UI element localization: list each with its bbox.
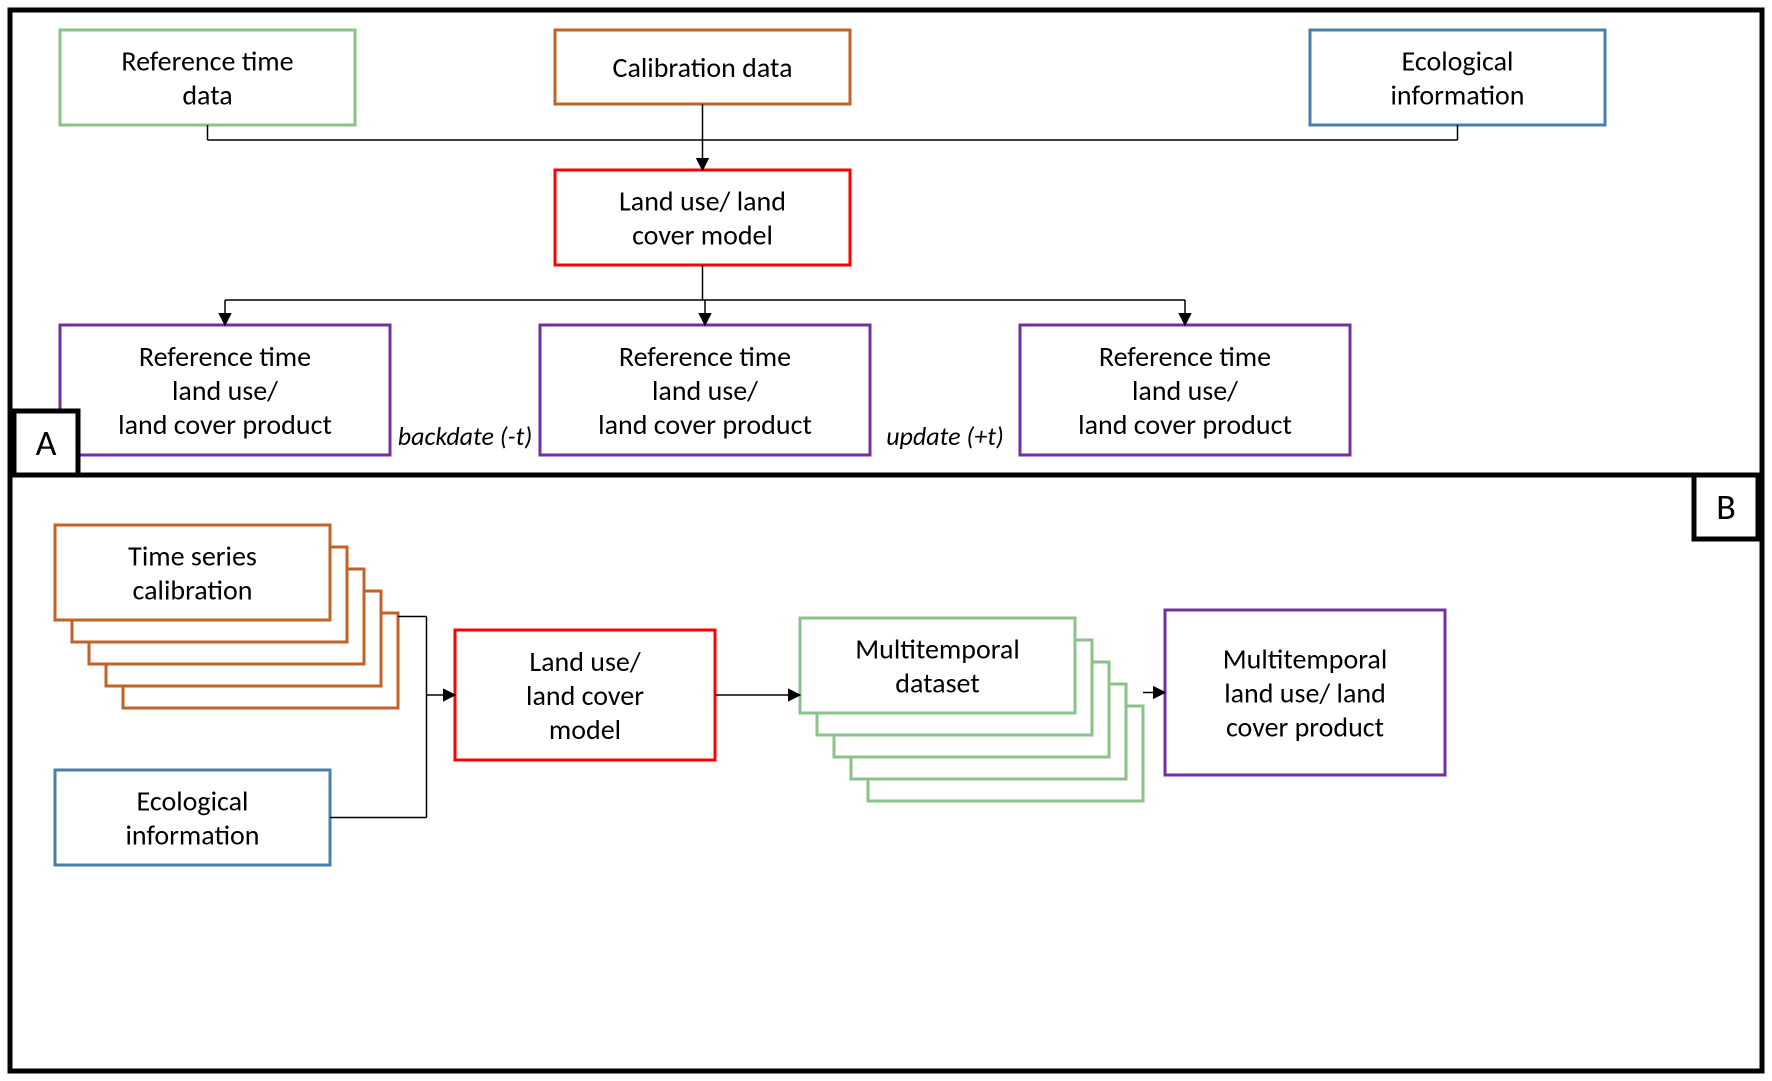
box-multitemporal-product: Multitemporalland use/ landcover product <box>1165 610 1445 775</box>
box-calibration-data: Calibration data <box>555 30 850 104</box>
svg-text:Multitemporal: Multitemporal <box>855 632 1020 667</box>
svg-text:information: information <box>1390 78 1524 113</box>
box-reference-time-data: Reference timedata <box>60 30 355 125</box>
svg-text:Time series: Time series <box>128 539 257 574</box>
svg-text:Calibration data: Calibration data <box>613 50 793 85</box>
svg-text:land cover product: land cover product <box>118 407 332 442</box>
svg-text:model: model <box>549 712 621 747</box>
label-backdate: backdate (-t) <box>398 420 532 452</box>
svg-text:Land use/ land: Land use/ land <box>619 184 786 219</box>
svg-text:Reference time: Reference time <box>139 339 311 374</box>
svg-text:land cover product: land cover product <box>598 407 812 442</box>
svg-text:dataset: dataset <box>895 666 979 701</box>
svg-text:land use/: land use/ <box>172 373 278 408</box>
box-time-series-calibration: Time seriescalibration <box>55 525 398 708</box>
panel-label-b: B <box>1694 475 1758 539</box>
svg-text:B: B <box>1716 485 1736 529</box>
svg-text:land use/: land use/ <box>652 373 758 408</box>
svg-text:information: information <box>125 818 259 853</box>
svg-text:land cover product: land cover product <box>1078 407 1292 442</box>
svg-text:Ecological: Ecological <box>1402 44 1514 79</box>
svg-text:cover product: cover product <box>1226 710 1384 745</box>
svg-text:Multitemporal: Multitemporal <box>1223 642 1388 677</box>
svg-text:Reference time: Reference time <box>1099 339 1271 374</box>
box-product-right: Reference timeland use/land cover produc… <box>1020 325 1350 455</box>
box-model-b: Land use/land covermodel <box>455 630 715 760</box>
box-multitemporal-dataset: Multitemporaldataset <box>800 618 1143 801</box>
box-product-left: Reference timeland use/land cover produc… <box>60 325 390 455</box>
svg-text:A: A <box>36 421 57 465</box>
svg-text:calibration: calibration <box>133 573 253 608</box>
box-ecological-information-a: Ecologicalinformation <box>1310 30 1605 125</box>
svg-text:data: data <box>182 78 232 113</box>
label-update: update (+t) <box>886 420 1004 452</box>
box-product-mid: Reference timeland use/land cover produc… <box>540 325 870 455</box>
panel-label-a: A <box>14 411 78 475</box>
svg-text:Land use/: Land use/ <box>529 644 641 679</box>
box-ecological-information-b: Ecologicalinformation <box>55 770 330 865</box>
svg-text:land use/ land: land use/ land <box>1224 676 1386 711</box>
svg-text:Ecological: Ecological <box>137 784 249 819</box>
svg-text:Reference time: Reference time <box>121 44 293 79</box>
svg-text:land use/: land use/ <box>1132 373 1238 408</box>
svg-text:land cover: land cover <box>526 678 644 713</box>
svg-text:cover model: cover model <box>632 218 773 253</box>
box-model-a: Land use/ landcover model <box>555 170 850 265</box>
svg-text:Reference time: Reference time <box>619 339 791 374</box>
